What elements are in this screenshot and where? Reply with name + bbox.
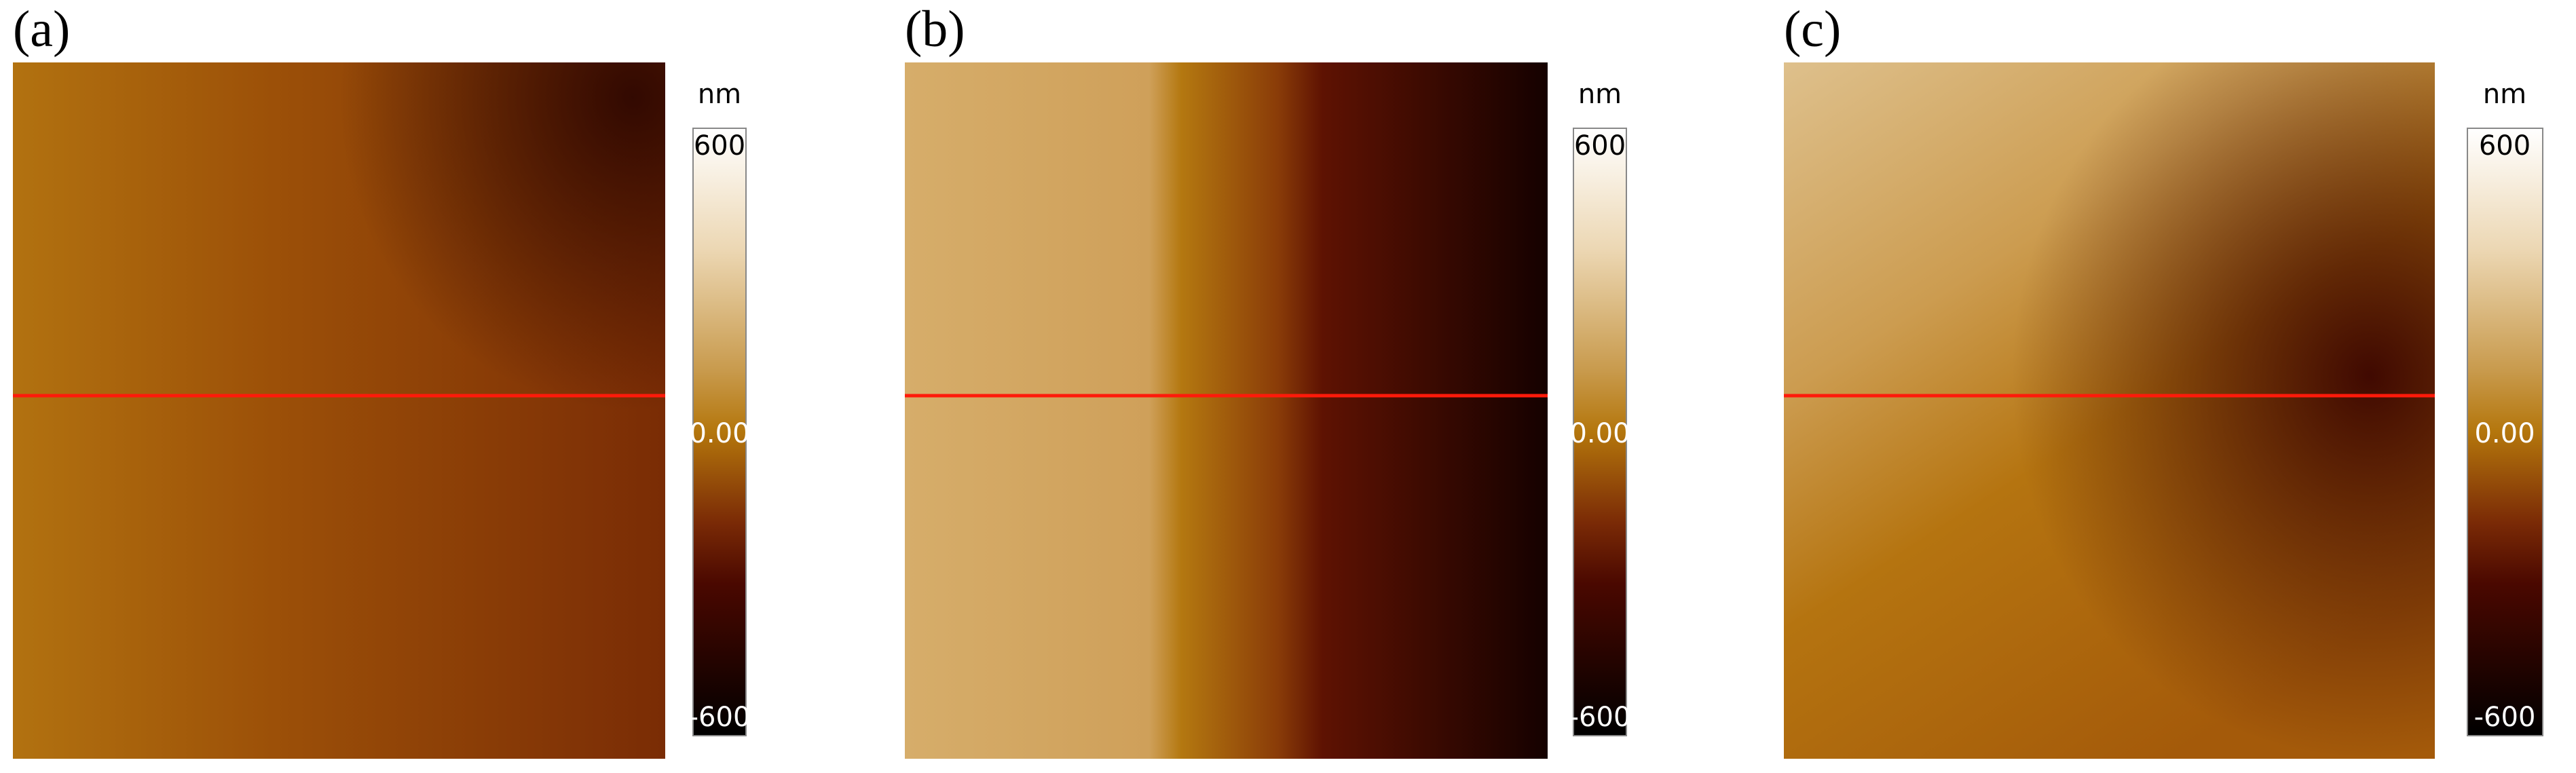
colorbar-tick: -600 [1569, 702, 1631, 733]
scan-shade [1784, 62, 2435, 759]
colorbar-tick: 0.00 [1569, 418, 1630, 449]
colorbar-unit: nm [698, 79, 741, 110]
colorbar [2467, 128, 2543, 736]
colorbar [1573, 128, 1627, 736]
colorbar-tick: -600 [689, 702, 751, 733]
panel-label: (c) [1784, 1, 1841, 58]
scan-image [905, 62, 1548, 759]
colorbar-tick: 600 [2479, 130, 2531, 162]
colorbar-tick: 600 [1574, 130, 1626, 162]
colorbar-tick: 0.00 [689, 418, 749, 449]
colorbar-unit: nm [1578, 79, 1622, 110]
colorbar-unit: nm [2483, 79, 2526, 110]
panel-label: (a) [13, 1, 70, 58]
colorbar-tick: -600 [2474, 702, 2536, 733]
colorbar-tick: 0.00 [2474, 418, 2535, 449]
colorbar [692, 128, 747, 736]
panel-label: (b) [905, 1, 965, 58]
colorbar-tick: 600 [694, 130, 745, 162]
scan-shade [13, 62, 665, 759]
